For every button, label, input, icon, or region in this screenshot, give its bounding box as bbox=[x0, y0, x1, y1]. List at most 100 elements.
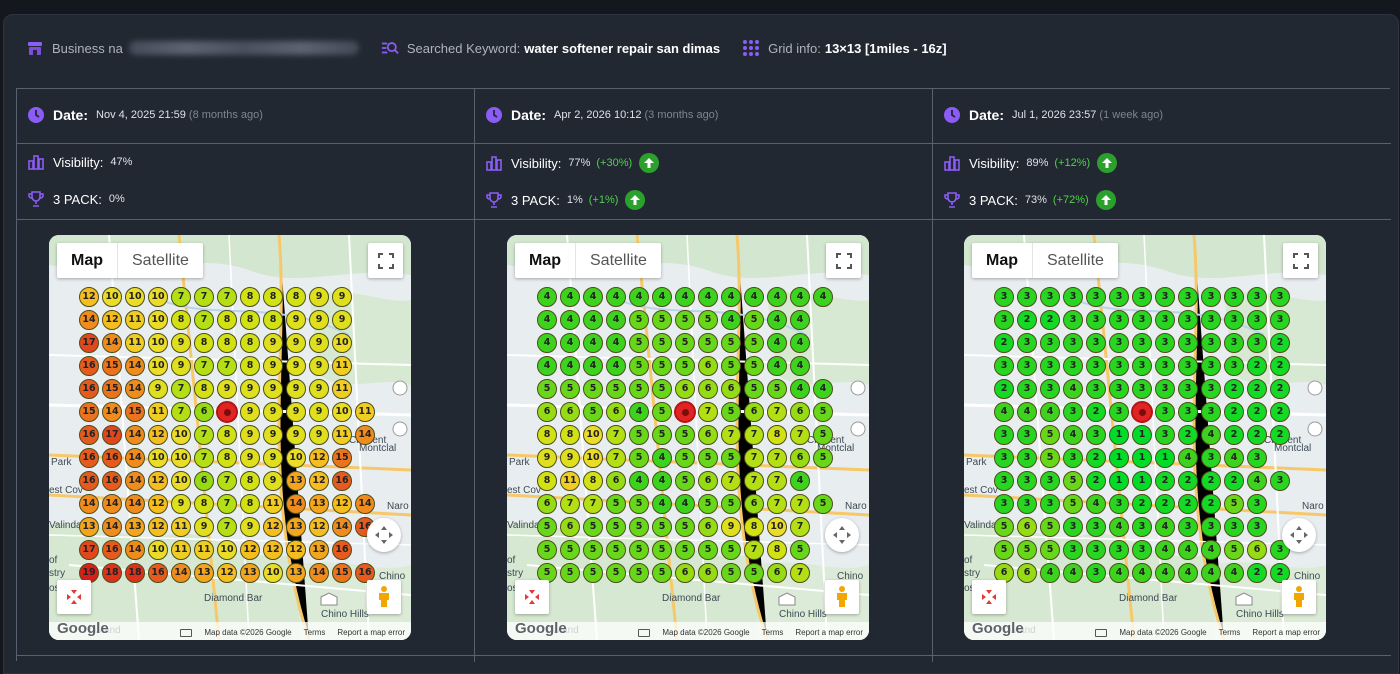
rank-dot[interactable]: 11 bbox=[332, 425, 352, 445]
rank-dot[interactable]: 3 bbox=[1132, 540, 1152, 560]
rank-dot[interactable]: 11 bbox=[332, 356, 352, 376]
rank-dot[interactable]: 10 bbox=[148, 356, 168, 376]
street-view-button[interactable] bbox=[1282, 580, 1316, 614]
rank-dot[interactable]: 6 bbox=[698, 471, 718, 491]
rank-dot[interactable]: 9 bbox=[560, 448, 580, 468]
rank-dot[interactable]: 8 bbox=[240, 356, 260, 376]
rank-dot[interactable]: 12 bbox=[148, 494, 168, 514]
rank-dot[interactable]: 9 bbox=[240, 448, 260, 468]
rank-dot[interactable]: 6 bbox=[194, 471, 214, 491]
rank-dot[interactable]: 5 bbox=[721, 356, 741, 376]
rank-dot[interactable]: 3 bbox=[1017, 494, 1037, 514]
rank-dot[interactable]: 7 bbox=[217, 494, 237, 514]
rank-dot[interactable]: 6 bbox=[744, 402, 764, 422]
rank-dot[interactable]: 5 bbox=[813, 402, 833, 422]
rank-dot[interactable]: 4 bbox=[560, 333, 580, 353]
rank-dot[interactable]: 6 bbox=[675, 563, 695, 583]
rank-dot[interactable]: 14 bbox=[125, 356, 145, 376]
rank-dot[interactable]: 9 bbox=[286, 425, 306, 445]
rank-dot[interactable]: 4 bbox=[994, 402, 1014, 422]
rank-dot[interactable]: 9 bbox=[240, 517, 260, 537]
rank-dot[interactable]: 8 bbox=[217, 333, 237, 353]
rank-dot[interactable]: 6 bbox=[560, 402, 580, 422]
rank-dot[interactable]: 3 bbox=[1086, 333, 1106, 353]
rank-dot[interactable]: 3 bbox=[1178, 379, 1198, 399]
rank-dot[interactable]: 6 bbox=[1017, 517, 1037, 537]
rank-dot[interactable]: 5 bbox=[652, 310, 672, 330]
rank-dot[interactable]: 3 bbox=[1063, 310, 1083, 330]
rank-dot[interactable]: 2 bbox=[1270, 333, 1290, 353]
rank-dot[interactable]: 3 bbox=[1247, 287, 1267, 307]
rank-dot[interactable]: 5 bbox=[606, 379, 626, 399]
rank-dot[interactable]: 5 bbox=[652, 425, 672, 445]
rank-dot[interactable]: 9 bbox=[286, 333, 306, 353]
rank-dot[interactable]: 4 bbox=[606, 356, 626, 376]
rank-dot[interactable]: 12 bbox=[148, 471, 168, 491]
rank-dot[interactable]: 3 bbox=[1017, 287, 1037, 307]
rank-dot[interactable]: 6 bbox=[675, 379, 695, 399]
terms-link[interactable]: Terms bbox=[1218, 628, 1241, 637]
rank-dot[interactable]: 13 bbox=[286, 517, 306, 537]
rank-dot[interactable]: 5 bbox=[721, 494, 741, 514]
rank-dot[interactable]: 15 bbox=[125, 402, 145, 422]
fullscreen-button[interactable] bbox=[826, 243, 861, 278]
report-link[interactable]: Report a map error bbox=[337, 628, 405, 637]
rank-dot[interactable]: 5 bbox=[790, 540, 810, 560]
rank-dot[interactable]: 9 bbox=[286, 379, 306, 399]
rank-dot[interactable]: 4 bbox=[652, 471, 672, 491]
rank-dot[interactable]: 2 bbox=[1270, 402, 1290, 422]
rank-dot[interactable]: 16 bbox=[102, 540, 122, 560]
rank-dot[interactable]: 7 bbox=[721, 425, 741, 445]
rank-dot[interactable]: 8 bbox=[767, 540, 787, 560]
rank-dot[interactable]: 2 bbox=[1224, 379, 1244, 399]
rank-dot[interactable]: 14 bbox=[125, 379, 145, 399]
rank-dot[interactable]: 9 bbox=[240, 425, 260, 445]
rank-dot[interactable]: 9 bbox=[217, 379, 237, 399]
rank-dot[interactable]: 14 bbox=[125, 425, 145, 445]
rank-dot[interactable]: 4 bbox=[537, 310, 557, 330]
rank-dot[interactable]: 3 bbox=[1270, 471, 1290, 491]
rank-dot[interactable]: 5 bbox=[1040, 517, 1060, 537]
rank-dot[interactable]: 12 bbox=[148, 425, 168, 445]
rank-dot[interactable]: 16 bbox=[79, 356, 99, 376]
rank-dot[interactable]: 3 bbox=[1201, 356, 1221, 376]
rank-dot[interactable]: 3 bbox=[1132, 310, 1152, 330]
rank-dot[interactable]: 13 bbox=[194, 563, 214, 583]
rank-dot[interactable]: 4 bbox=[583, 356, 603, 376]
rank-dot[interactable]: 5 bbox=[698, 333, 718, 353]
rank-dot[interactable]: 2 bbox=[1201, 494, 1221, 514]
rank-dot[interactable]: 8 bbox=[217, 310, 237, 330]
rank-dot[interactable]: 13 bbox=[286, 563, 306, 583]
rank-dot[interactable]: 19 bbox=[79, 563, 99, 583]
rank-dot[interactable]: 12 bbox=[102, 310, 122, 330]
rank-dot[interactable]: 3 bbox=[1224, 356, 1244, 376]
rank-dot[interactable]: 5 bbox=[744, 333, 764, 353]
rank-dot[interactable]: 7 bbox=[217, 471, 237, 491]
rank-dot[interactable]: 5 bbox=[675, 333, 695, 353]
rank-dot[interactable]: 4 bbox=[767, 333, 787, 353]
rank-dot[interactable]: 3 bbox=[1155, 310, 1175, 330]
rank-dot[interactable]: 5 bbox=[721, 333, 741, 353]
rank-dot[interactable]: 3 bbox=[1132, 333, 1152, 353]
rank-dot[interactable]: 3 bbox=[1063, 448, 1083, 468]
rank-dot[interactable]: 4 bbox=[1063, 563, 1083, 583]
rank-dot[interactable]: 8 bbox=[537, 471, 557, 491]
rank-dot[interactable]: 16 bbox=[79, 425, 99, 445]
terms-link[interactable]: Terms bbox=[303, 628, 326, 637]
rank-dot[interactable]: 4 bbox=[652, 448, 672, 468]
rank-dot[interactable]: 9 bbox=[263, 471, 283, 491]
rank-dot[interactable]: 5 bbox=[744, 379, 764, 399]
rank-dot[interactable]: 14 bbox=[125, 540, 145, 560]
rank-dot[interactable]: 3 bbox=[1109, 379, 1129, 399]
rank-dot[interactable]: 12 bbox=[286, 540, 306, 560]
rank-dot[interactable]: 5 bbox=[1063, 471, 1083, 491]
rank-dot[interactable]: 4 bbox=[790, 356, 810, 376]
rank-dot[interactable]: 3 bbox=[1224, 310, 1244, 330]
rank-dot[interactable]: 3 bbox=[1132, 356, 1152, 376]
rank-dot[interactable]: 5 bbox=[675, 517, 695, 537]
collapse-button[interactable] bbox=[972, 580, 1006, 614]
rank-dot[interactable]: 14 bbox=[332, 517, 352, 537]
rank-dot[interactable]: 9 bbox=[309, 425, 329, 445]
rank-dot[interactable]: 10 bbox=[286, 448, 306, 468]
rank-dot[interactable]: 3 bbox=[1086, 310, 1106, 330]
